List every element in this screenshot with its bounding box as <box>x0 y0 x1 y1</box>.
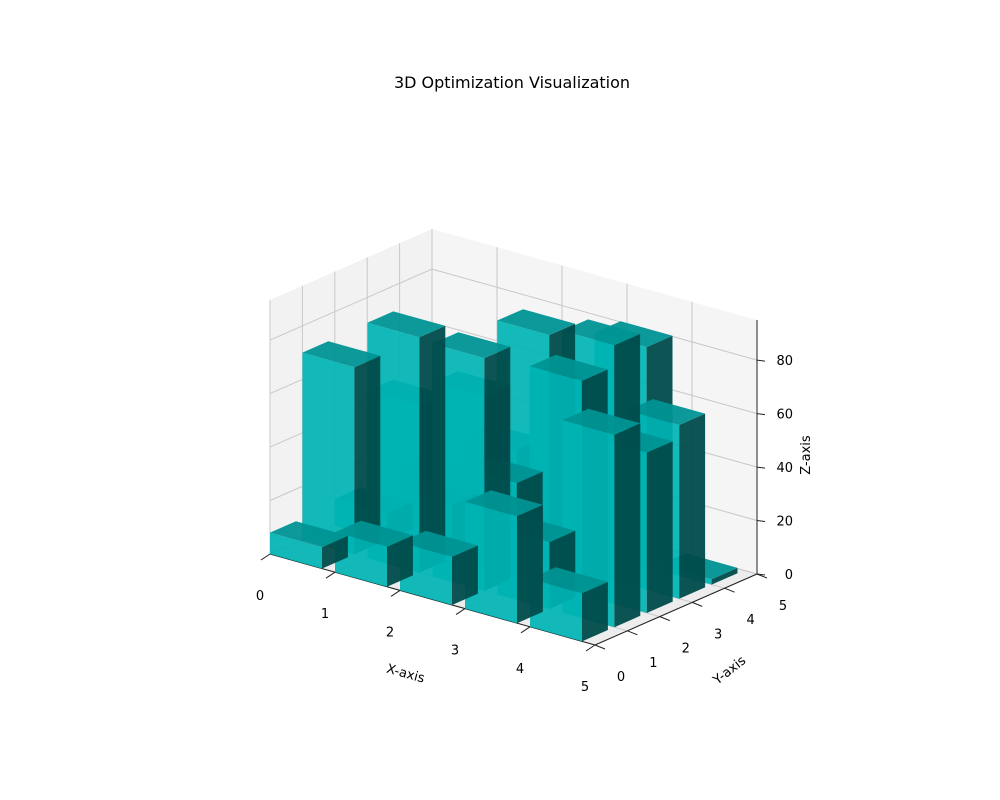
bar-side-face <box>679 413 706 599</box>
y-tick <box>659 616 670 622</box>
bar-front-face <box>270 532 322 569</box>
x-tick <box>455 608 466 616</box>
bar-top-face <box>335 520 413 547</box>
z-axis-label: Z-axis <box>799 435 814 475</box>
x-tick <box>260 553 271 561</box>
bar <box>400 530 478 605</box>
bar-top-face <box>497 309 576 336</box>
bar-top-face <box>627 399 706 425</box>
y-tick <box>724 587 735 593</box>
z-tick-label: 80 <box>776 354 793 369</box>
y-tick-label: 1 <box>649 656 657 671</box>
z-tick <box>756 520 766 522</box>
x-tick <box>520 626 531 634</box>
z-tick <box>756 359 766 362</box>
y-axis-line <box>594 573 758 646</box>
bar-top-face <box>562 408 641 435</box>
x-tick-label: 4 <box>516 662 524 677</box>
bar <box>530 567 608 642</box>
bar-side-face <box>419 325 446 573</box>
bar-front-face <box>465 501 517 624</box>
bars <box>270 309 738 642</box>
x-tick-label: 3 <box>451 644 459 659</box>
x-tick <box>585 644 596 652</box>
bar-top-face <box>400 530 478 557</box>
bar-side-face <box>711 567 738 585</box>
bar-front-face <box>530 578 582 642</box>
bar-front-face <box>367 322 420 573</box>
bar <box>562 408 641 628</box>
x-tick-label: 5 <box>581 680 589 695</box>
z-grid-back <box>431 268 758 361</box>
bar-top-face <box>562 319 641 346</box>
bar-top-face <box>465 490 543 517</box>
x-tick <box>390 589 401 597</box>
bar-side-face <box>452 545 478 605</box>
bar-front-face <box>400 542 452 605</box>
bar <box>367 311 446 573</box>
axis-ticks: 0 1 2 3 4 5 0 1 2 3 4 5 0 20 40 60 80 <box>256 354 793 695</box>
bar <box>270 521 348 569</box>
x-tick-label: 2 <box>386 625 394 640</box>
x-tick-label: 0 <box>256 589 264 604</box>
z-tick <box>756 413 766 416</box>
bar-side-face <box>322 535 348 569</box>
z-tick-label: 60 <box>776 408 793 423</box>
x-tick <box>325 571 336 579</box>
bar <box>335 520 413 587</box>
y-tick <box>692 601 703 607</box>
y-tick <box>594 644 606 650</box>
y-tick-label: 2 <box>682 642 690 657</box>
y-tick <box>627 630 638 636</box>
x-axis-label: X-axis <box>385 662 427 687</box>
z-tick <box>756 466 766 469</box>
chart-title: 3D Optimization Visualization <box>394 73 630 92</box>
z-tick <box>756 573 766 576</box>
bar-front-face <box>302 352 355 555</box>
bar-top-face <box>302 341 381 368</box>
z-tick-label: 20 <box>776 515 793 530</box>
bar-top-face <box>367 311 446 338</box>
bar <box>465 490 543 624</box>
bar-side-face <box>582 581 608 642</box>
bar-top-face <box>270 521 348 548</box>
x-tick-label: 1 <box>321 607 329 622</box>
bar-top-face <box>530 567 608 594</box>
bar-top-face <box>529 354 608 381</box>
y-tick-label: 5 <box>779 599 787 614</box>
bar-side-face <box>387 535 413 587</box>
bar-side-face <box>517 504 543 624</box>
z-grid-left <box>269 268 433 341</box>
y-tick-label: 4 <box>746 613 754 628</box>
bar-side-face <box>646 441 673 613</box>
bar-side-face <box>614 423 641 628</box>
bar-front-face <box>335 532 387 587</box>
bar <box>302 341 381 555</box>
y-axis-label: Y-axis <box>710 653 749 688</box>
y-tick-label: 3 <box>714 627 722 642</box>
bar-side-face <box>354 355 381 555</box>
z-tick-label: 0 <box>785 568 793 583</box>
bar-top-face <box>432 332 511 359</box>
y-tick-label: 0 <box>617 670 625 685</box>
z-tick-label: 40 <box>776 461 793 476</box>
